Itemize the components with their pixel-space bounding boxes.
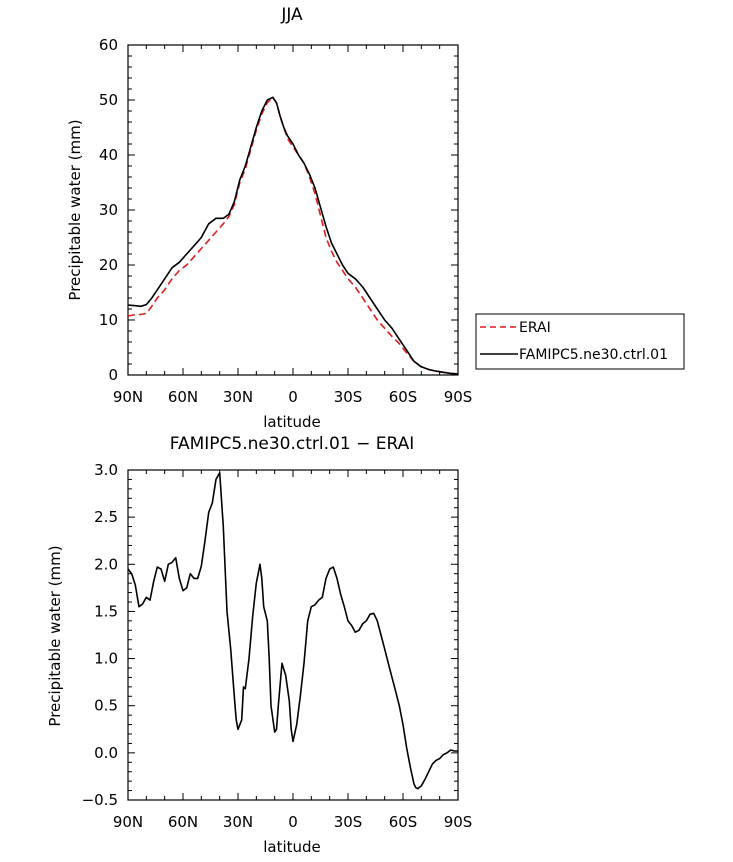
- y-axis-title: Precipitable water (mm): [46, 545, 64, 726]
- legend-label-erai: ERAI: [519, 320, 551, 336]
- x-tick-label: 60N: [168, 813, 198, 831]
- y-tick-label: 1.5: [94, 602, 118, 620]
- y-tick-label: 3.0: [94, 461, 118, 479]
- x-tick-label: 30N: [223, 813, 253, 831]
- x-axis-title: latitude: [263, 413, 321, 431]
- y-tick-label: 0.5: [94, 697, 118, 715]
- panel-title: FAMIPC5.ne30.ctrl.01 − ERAI: [170, 434, 414, 454]
- tick-marks: [127, 44, 459, 376]
- panel-bottom: FAMIPC5.ne30.ctrl.01 − ERAI 90N 60N 30N 0 30…: [46, 434, 472, 856]
- x-tick-labels: 90N 60N 30N 0 30S 60S 90S: [113, 388, 472, 406]
- x-tick-label: 90N: [113, 813, 143, 831]
- x-tick-label: 0: [288, 388, 298, 406]
- series-lines: [127, 471, 458, 790]
- tick-marks: [127, 469, 459, 801]
- x-tick-label: 30N: [223, 388, 253, 406]
- y-tick-label: 20: [99, 256, 118, 274]
- series-line-difference: [127, 471, 458, 790]
- panel-top: JJA 90N 60N 30N 0 30S 60S 90S 0 10 20 30 40 50 60 la…: [66, 5, 472, 431]
- y-tick-labels: −0.5 0.0 0.5 1.0 1.5 2.0 2.5 3.0: [82, 461, 118, 809]
- y-tick-label: 40: [99, 146, 118, 164]
- legend-label-famipc5: FAMIPC5.ne30.ctrl.01: [519, 347, 668, 363]
- series-line-famipc5-ne30-ctrl-01: [127, 96, 459, 375]
- y-tick-label: 1.0: [94, 650, 118, 668]
- legend-box: [475, 313, 685, 370]
- x-tick-label: 90S: [444, 813, 473, 831]
- y-tick-label: 0: [108, 366, 118, 384]
- y-axis-title: Precipitable water (mm): [66, 119, 84, 300]
- x-tick-label: 60S: [389, 813, 418, 831]
- x-tick-label: 30S: [334, 388, 363, 406]
- y-tick-label: 30: [99, 201, 118, 219]
- x-tick-label: 0: [288, 813, 298, 831]
- y-tick-label: 10: [99, 311, 118, 329]
- panel-title: JJA: [280, 5, 303, 25]
- y-tick-label: 2.5: [94, 508, 118, 526]
- y-tick-labels: 0 10 20 30 40 50 60: [99, 36, 118, 384]
- x-tick-label: 60N: [168, 388, 198, 406]
- y-tick-label: 50: [99, 91, 118, 109]
- x-tick-label: 90S: [444, 388, 473, 406]
- y-tick-label: −0.5: [82, 791, 118, 809]
- x-tick-label: 60S: [389, 388, 418, 406]
- x-axis-title: latitude: [263, 838, 321, 856]
- plot-frame: [127, 469, 459, 801]
- x-tick-label: 90N: [113, 388, 143, 406]
- x-tick-labels: 90N 60N 30N 0 30S 60S 90S: [113, 813, 472, 831]
- series-line-erai: [127, 96, 459, 375]
- y-tick-label: 2.0: [94, 555, 118, 573]
- y-tick-label: 60: [99, 36, 118, 54]
- legend: ERAI FAMIPC5.ne30.ctrl.01: [475, 313, 685, 370]
- x-tick-label: 30S: [334, 813, 363, 831]
- y-tick-label: 0.0: [94, 744, 118, 762]
- plot-frame: [127, 44, 459, 376]
- series-lines: [127, 96, 459, 375]
